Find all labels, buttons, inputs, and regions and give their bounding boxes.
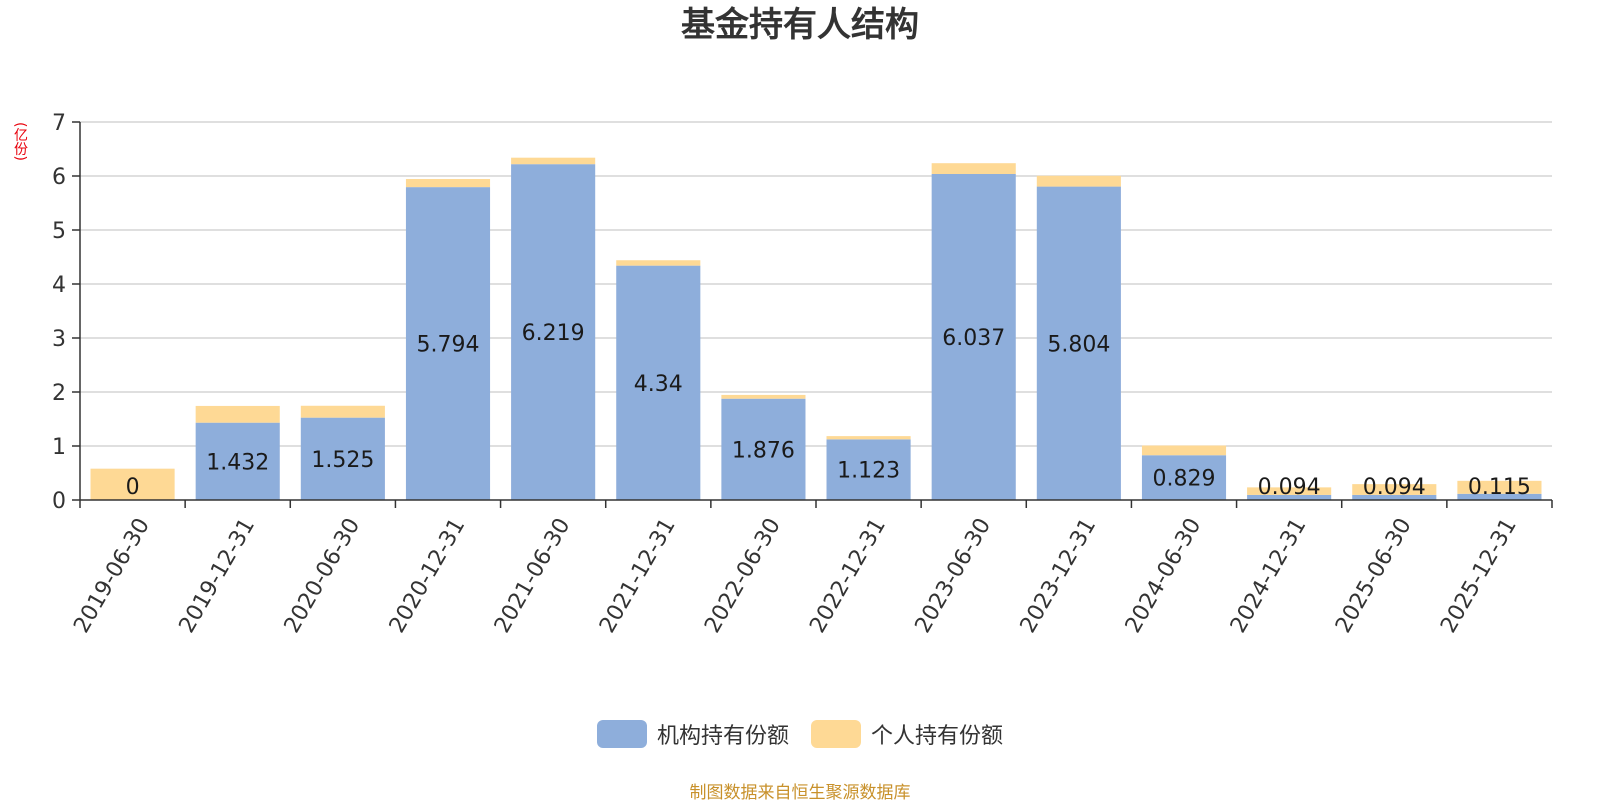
bar-institutional[interactable] [300, 417, 385, 500]
bar-individual[interactable] [1036, 175, 1121, 187]
bar-institutional[interactable] [1247, 494, 1332, 500]
legend-swatch-institutional [596, 720, 647, 748]
bar-institutional[interactable] [1036, 186, 1121, 501]
data-label: 6.219 [522, 321, 585, 346]
data-label: 0 [126, 475, 140, 500]
y-tick-label: 5 [52, 219, 66, 244]
bar-individual[interactable] [300, 405, 385, 418]
y-tick-label: 6 [52, 165, 66, 190]
x-tick-label: 2019-12-31 [174, 514, 260, 637]
x-tick-label: 2021-12-31 [595, 514, 681, 637]
y-tick-label: 0 [52, 489, 66, 514]
legend-label-individual: 个人持有份额 [871, 724, 1004, 749]
bar-individual[interactable] [616, 260, 701, 266]
y-tick-label: 1 [52, 435, 66, 460]
x-tick-label: 2021-06-30 [490, 514, 576, 637]
bar-institutional[interactable] [1141, 455, 1227, 500]
data-label: 6.037 [942, 326, 1005, 351]
data-label: 0.115 [1468, 475, 1531, 500]
bar-individual[interactable] [1141, 445, 1227, 456]
legend-label-institutional: 机构持有份额 [656, 724, 789, 749]
data-label: 1.525 [311, 448, 374, 473]
grid-lines [80, 121, 1552, 447]
y-tick-label: 4 [52, 273, 66, 298]
bar-individual[interactable] [1457, 480, 1542, 494]
data-label: 0.094 [1363, 475, 1426, 500]
x-tick-label: 2022-06-30 [700, 514, 786, 637]
data-label: 5.794 [417, 333, 480, 358]
data-label: 5.804 [1047, 332, 1110, 357]
bar-individual[interactable] [195, 405, 280, 423]
data-label: 4.34 [634, 372, 683, 397]
bar-individual[interactable] [90, 468, 175, 500]
bar-individual[interactable] [405, 179, 491, 188]
source-note: 制图数据来自恒生聚源数据库 [689, 783, 911, 803]
bars [90, 157, 1542, 501]
data-label: 0.094 [1258, 475, 1321, 500]
x-tick-label: 2022-12-31 [805, 514, 891, 637]
bar-institutional[interactable] [721, 398, 806, 500]
bar-individual[interactable] [511, 157, 596, 165]
data-label: 0.829 [1153, 467, 1216, 492]
bar-institutional[interactable] [1352, 494, 1437, 500]
bar-individual[interactable] [721, 394, 806, 399]
x-tick-label: 2020-12-31 [385, 514, 471, 637]
y-tick-label: 7 [52, 111, 66, 136]
y-tick-label: 3 [52, 327, 66, 352]
legend-swatch-individual [811, 720, 861, 748]
x-tick-label: 2024-06-30 [1121, 514, 1207, 637]
legend: 机构持有份额 个人持有份额 [0, 718, 1600, 750]
bar-individual[interactable] [1352, 484, 1437, 495]
chart-title: 基金持有人结构 [681, 5, 919, 45]
legend-item-institutional[interactable]: 机构持有份额 [596, 718, 789, 750]
y-tick-label: 2 [52, 381, 66, 406]
bar-institutional[interactable] [1457, 493, 1542, 500]
x-tick-label: 2019-06-30 [69, 514, 155, 637]
x-tick-label: 2023-12-31 [1016, 514, 1102, 637]
y-axis-unit-label: (亿份) [12, 122, 28, 161]
x-tick-label: 2020-06-30 [280, 514, 366, 637]
bar-individual[interactable] [1247, 487, 1332, 495]
bar-institutional[interactable] [931, 174, 1016, 500]
bar-institutional[interactable] [195, 422, 280, 500]
data-labels: 0 1.432 1.525 5.794 6.219 4.34 1.876 1.123 6.037… [126, 321, 1531, 500]
data-label: 1.876 [732, 438, 795, 463]
data-label: 1.432 [206, 450, 269, 475]
x-tick-label: 2025-06-30 [1331, 514, 1417, 637]
bar-institutional[interactable] [826, 439, 911, 500]
bar-institutional[interactable] [511, 164, 596, 500]
x-tick-label: 2024-12-31 [1226, 514, 1312, 637]
legend-item-individual[interactable]: 个人持有份额 [811, 718, 1003, 750]
bar-individual[interactable] [826, 436, 911, 440]
x-tick-label: 2025-12-31 [1436, 514, 1522, 637]
data-label: 1.123 [837, 459, 900, 484]
x-tick-label: 2023-06-30 [910, 514, 996, 637]
bar-institutional[interactable] [616, 265, 701, 500]
bar-individual[interactable] [931, 163, 1016, 175]
bar-institutional[interactable] [405, 187, 491, 500]
